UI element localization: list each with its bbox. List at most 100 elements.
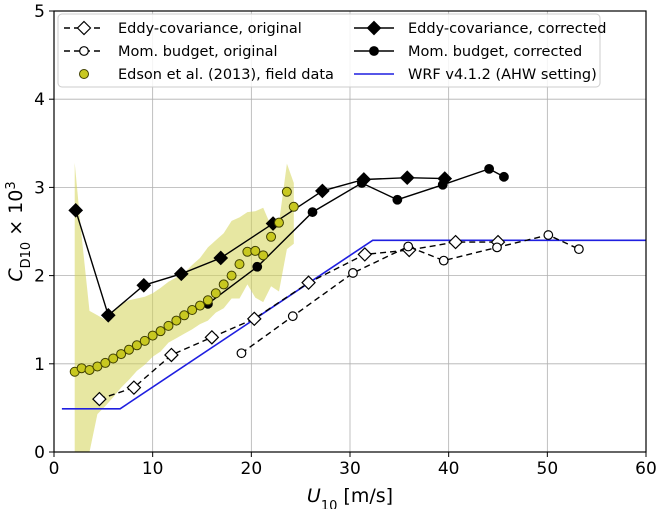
data-point bbox=[226, 270, 237, 281]
data-point bbox=[164, 347, 179, 363]
data-point bbox=[204, 329, 220, 345]
data-point bbox=[484, 163, 495, 174]
data-point bbox=[315, 183, 330, 199]
x-tick-label: 30 bbox=[339, 459, 361, 479]
data-point bbox=[448, 234, 463, 250]
ticks: 0 10 20 30 40 50 60 0 1 2 3 4 5 bbox=[34, 2, 657, 479]
data-point bbox=[136, 277, 152, 293]
series-line-eddy-covariance-original bbox=[99, 241, 498, 400]
x-tick-label: 60 bbox=[635, 459, 657, 479]
data-point bbox=[92, 391, 107, 407]
legend-label: Mom. budget, original bbox=[118, 44, 278, 60]
data-point bbox=[266, 231, 277, 242]
x-axis-label-unit: [m/s] bbox=[337, 485, 393, 507]
data-point bbox=[147, 330, 158, 341]
data-point bbox=[357, 247, 373, 262]
data-point bbox=[392, 194, 403, 205]
data-point bbox=[492, 242, 502, 253]
data-point bbox=[236, 348, 247, 359]
data-point bbox=[139, 335, 150, 346]
legend-box bbox=[57, 13, 601, 88]
data-point bbox=[123, 344, 134, 355]
data-point bbox=[301, 275, 316, 291]
data-point bbox=[574, 244, 584, 255]
data-point bbox=[307, 207, 318, 217]
data-point bbox=[163, 320, 174, 331]
data-point bbox=[108, 353, 119, 364]
y-tick-label: 2 bbox=[34, 267, 45, 287]
x-tick-label: 40 bbox=[438, 459, 460, 479]
series-eddy-covariance-corrected bbox=[68, 170, 453, 323]
data-point bbox=[356, 178, 367, 188]
data-point bbox=[116, 349, 127, 360]
series-edson-et-al-2013-field-data bbox=[69, 186, 299, 377]
data-point bbox=[173, 266, 189, 282]
data-point bbox=[437, 179, 448, 190]
y-axis-label-main: C bbox=[5, 268, 27, 282]
y-axis-label-sub: D10 bbox=[19, 242, 34, 269]
legend-label: Mom. budget, corrected bbox=[408, 44, 582, 60]
data-point bbox=[179, 310, 190, 321]
legend-marker bbox=[369, 46, 379, 56]
data-point bbox=[131, 340, 142, 351]
series-wrf-v4-1-2-ahw-setting bbox=[61, 239, 646, 410]
y-axis-label: CD10 × 103 bbox=[4, 181, 34, 281]
data-point bbox=[399, 170, 415, 186]
legend-item-mom-budget-corrected: Mom. budget, corrected bbox=[354, 44, 582, 60]
data-point bbox=[438, 255, 449, 266]
data-point bbox=[288, 201, 299, 212]
y-tick-label: 0 bbox=[34, 443, 45, 463]
legend-item-wrf-v4-1-2-ahw-setting: WRF v4.1.2 (AHW setting) bbox=[354, 67, 597, 83]
legend-label: Edson et al. (2013), field data bbox=[118, 67, 334, 83]
edson-band-layer bbox=[74, 162, 294, 452]
series-line-eddy-covariance-corrected bbox=[75, 176, 445, 317]
x-tick-label: 20 bbox=[241, 459, 263, 479]
data-point bbox=[287, 311, 298, 322]
legend-item-eddy-covariance-original: Eddy-covariance, original bbox=[64, 20, 302, 37]
legend-marker bbox=[366, 20, 382, 36]
data-point bbox=[543, 230, 554, 240]
edson-spread-band bbox=[74, 162, 294, 452]
legend: Eddy-covariance, original Eddy-covariance… bbox=[57, 13, 607, 88]
data-point bbox=[281, 186, 292, 197]
y-tick-label: 1 bbox=[34, 355, 45, 375]
data-point bbox=[100, 307, 116, 323]
data-point bbox=[246, 311, 262, 327]
x-axis-label-main: U bbox=[307, 485, 321, 507]
x-axis-label: U10 [m/s] bbox=[307, 485, 393, 509]
x-tick-label: 10 bbox=[142, 459, 164, 479]
data-point bbox=[403, 241, 414, 252]
series-line-wrf-v4-1-2-ahw-setting bbox=[61, 239, 646, 410]
series-layer bbox=[61, 163, 646, 410]
x-axis-label-sub: 10 bbox=[321, 499, 338, 509]
legend-item-mom-budget-original: Mom. budget, original bbox=[64, 44, 278, 60]
data-point bbox=[250, 245, 261, 256]
data-point bbox=[273, 217, 284, 228]
data-point bbox=[213, 250, 229, 266]
data-point bbox=[202, 295, 213, 306]
x-tick-label: 0 bbox=[49, 459, 60, 479]
legend-marker bbox=[79, 46, 89, 56]
data-point bbox=[218, 279, 229, 290]
data-point bbox=[126, 380, 142, 395]
series-mom-budget-corrected bbox=[203, 163, 509, 309]
y-axis-label-sup: 3 bbox=[4, 181, 19, 189]
y-axis-label-times: × 10 bbox=[5, 190, 27, 242]
data-point bbox=[258, 250, 269, 261]
data-point bbox=[499, 171, 509, 182]
data-point bbox=[348, 268, 358, 278]
data-point bbox=[210, 288, 221, 299]
legend-label: Eddy-covariance, original bbox=[118, 21, 302, 37]
legend-label: Eddy-covariance, corrected bbox=[408, 21, 607, 37]
legend-marker bbox=[79, 69, 89, 79]
data-point bbox=[68, 202, 84, 218]
legend-label: WRF v4.1.2 (AHW setting) bbox=[408, 67, 597, 83]
y-tick-label: 3 bbox=[34, 178, 45, 198]
legend-item-eddy-covariance-corrected: Eddy-covariance, corrected bbox=[354, 20, 607, 37]
x-tick-label: 50 bbox=[537, 459, 559, 479]
series-mom-budget-original bbox=[236, 230, 584, 359]
legend-marker bbox=[76, 20, 92, 36]
data-point bbox=[252, 261, 263, 272]
data-point bbox=[187, 304, 198, 315]
